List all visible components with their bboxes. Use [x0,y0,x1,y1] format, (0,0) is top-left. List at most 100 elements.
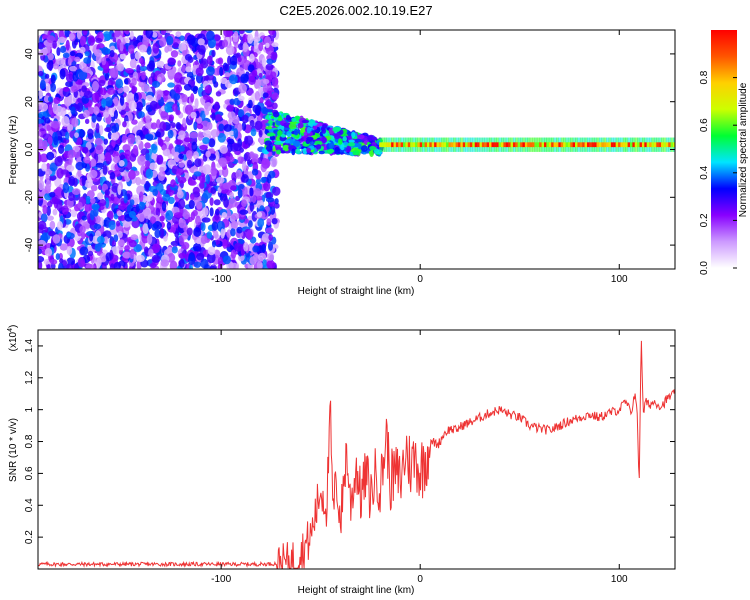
heatmap-cell [183,137,192,143]
heatmap-cell [248,193,257,205]
heatmap-cell [496,142,500,148]
heatmap-cell [465,142,469,148]
heatmap-cell [109,171,116,180]
heatmap-cell [206,66,215,76]
heatmap-cell [218,157,228,167]
heatmap-cell [213,230,219,239]
heatmap-cell [168,114,175,121]
heatmap-cell [498,142,502,148]
heatmap-cell [410,142,414,148]
heatmap-cell [269,156,278,168]
heatmap-cell [166,221,172,231]
heatmap-cell [126,93,132,104]
heatmap-cell [262,92,269,99]
heatmap-cell [79,129,85,139]
heatmap-cell [138,111,145,118]
heatmap-cell [175,109,181,116]
heatmap-cell [103,111,110,118]
heatmap-cell [249,53,255,63]
heatmap-cell [46,124,52,132]
heatmap-cell [256,78,262,89]
heatmap-cell [189,131,198,139]
heatmap-cell [236,226,243,234]
heatmap-cell [244,135,249,145]
heatmap-cell [334,146,340,154]
heatmap-cell [156,154,164,165]
heatmap-cell [59,258,64,264]
heatmap-cell [85,263,95,269]
heatmap-cell [159,227,165,239]
heatmap-cell [186,34,196,45]
heatmap-cell [653,142,657,148]
heatmap-cell [145,168,154,180]
heatmap-cell [322,124,328,129]
snr-ytick-label: 1 [24,406,35,412]
heatmap-cell [111,125,117,134]
heatmap-cell [386,142,390,148]
heatmap-cell [202,137,210,145]
heatmap-cell [46,35,56,43]
heatmap-cell [215,42,220,51]
heatmap-cell [192,86,198,95]
heatmap-cell [206,121,213,131]
heatmap-cell [541,142,545,148]
heatmap-cell [172,103,178,112]
heatmap-cell [272,186,281,196]
heatmap-cell [167,57,177,66]
heatmap-cell [141,71,146,81]
heatmap-cell [160,259,170,267]
spectrogram-ylabel: Frequency (Hz) [8,116,19,185]
heatmap-cell [118,160,125,167]
heatmap-cell [271,102,278,110]
heatmap-cell [258,72,263,79]
heatmap-cell [109,263,115,269]
heatmap-cell [115,78,124,89]
heatmap-cell [230,213,240,220]
heatmap-cell [103,138,109,145]
heatmap-cell [253,188,262,197]
heatmap-cell [277,129,283,137]
heatmap-cell [227,55,232,66]
heatmap-cell [198,45,206,55]
heatmap-cell [510,142,514,148]
heatmap-cell [125,67,134,74]
spectrogram-xlabel: Height of straight line (km) [298,286,415,297]
heatmap-cell [230,227,236,237]
heatmap-cell [340,144,345,151]
heatmap-cell [104,189,110,196]
heatmap-cell [132,144,139,156]
spectrogram-ytick-label: 40 [24,48,35,60]
heatmap-cell [174,231,180,238]
heatmap-cell [436,142,440,148]
heatmap-cell [462,142,466,148]
heatmap-cell [211,221,219,231]
heatmap-cell [129,30,134,40]
heatmap-cell [47,53,54,61]
heatmap-cell [44,73,50,79]
heatmap-cell [167,69,176,77]
heatmap-cell [373,148,380,155]
heatmap-cell [178,98,183,104]
heatmap-cell [548,142,552,148]
heatmap-cell [249,256,257,265]
heatmap-cell [259,97,264,104]
heatmap-cell [177,198,186,210]
heatmap-cell [174,139,183,145]
heatmap-cell [226,130,235,136]
heatmap-cell [223,124,232,132]
heatmap-cell [222,238,228,250]
heatmap-cell [302,147,308,155]
heatmap-cell [47,136,53,146]
heatmap-cell [44,226,49,233]
heatmap-cell [176,168,181,179]
heatmap-cell [174,212,183,218]
heatmap-cell [484,142,488,148]
heatmap-cell [149,162,158,170]
figure-title: C2E5.2026.002.10.19.E27 [279,3,432,18]
heatmap-cell [55,253,60,260]
heatmap-cell [56,200,63,212]
heatmap-cell [210,187,217,195]
heatmap-cell [69,66,78,72]
heatmap-cell [143,246,149,254]
heatmap-cell [241,160,247,172]
